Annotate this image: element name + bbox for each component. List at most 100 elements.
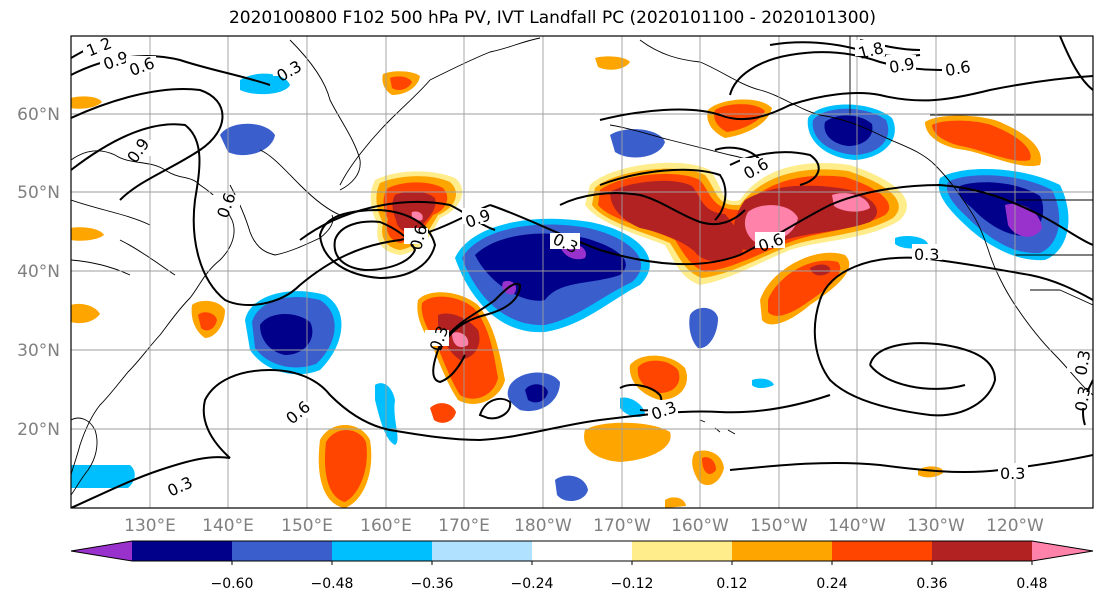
- map-plot-area: 1.2 0.9 0.6 0.3 0.9 0.6 0.6 0.9 0.3 0.6 …: [71, 36, 1094, 508]
- siberia-coastline: [289, 39, 361, 191]
- pv-anomaly-negative: [752, 378, 774, 388]
- colorbar: −0.60 −0.48 −0.36 −0.24 −0.12 0.12 0.24 0.36 0.4…: [70, 540, 1094, 592]
- contour-label: 0.3: [914, 245, 939, 264]
- bering-coastline: [429, 37, 541, 81]
- colorbar-swatch: [132, 541, 233, 561]
- longitude-labels: 130°E 140°E 150°E 160°E 170°E 180°W 170°…: [124, 516, 1044, 536]
- colorbar-swatch: [332, 541, 433, 561]
- ivt-contour: [71, 123, 491, 306]
- colorbar-outline: [70, 540, 1094, 562]
- pv-anomaly-positive: [71, 96, 102, 109]
- pv-anomaly-negative: [555, 475, 588, 502]
- colorbar-swatch: [532, 541, 633, 561]
- pv-anomaly-negative: [220, 123, 275, 156]
- ivt-contour: [729, 51, 971, 96]
- map-frame: [70, 35, 1094, 509]
- longitude-label: 150°W: [750, 516, 808, 536]
- pv-anomaly-positive: [584, 422, 671, 462]
- longitude-label: 140°E: [202, 516, 254, 536]
- longitude-label: 160°W: [671, 516, 729, 536]
- contour-label: 0.6: [944, 57, 972, 80]
- kurils-coastline: [259, 149, 341, 216]
- pv-anomaly-positive: [714, 104, 765, 132]
- pv-anomaly-negative: [620, 397, 645, 418]
- pv-anomaly-positive: [610, 180, 744, 261]
- ivt-contour: [559, 192, 746, 226]
- colorbar-tick-label: 0.36: [916, 576, 947, 592]
- pv-anomaly-positive: [390, 76, 412, 90]
- colorbar-swatch: [932, 541, 1033, 561]
- ivt-contour: [71, 456, 231, 508]
- ivt-contour: [478, 397, 512, 420]
- ivt-contour: [869, 364, 966, 390]
- pv-anomaly-positive: [198, 312, 217, 331]
- colorbar-tick-label: 0.24: [816, 576, 847, 592]
- colorbar-swatch: [632, 541, 733, 561]
- ivt-contour: [489, 183, 1093, 266]
- longitude-label: 130°W: [907, 516, 965, 536]
- pv-anomaly-positive: [702, 457, 716, 474]
- longitude-label: 170°W: [593, 516, 651, 536]
- longitude-label: 150°E: [281, 516, 333, 536]
- latitude-label: 30°N: [17, 341, 60, 361]
- colorbar-swatch: [732, 541, 833, 561]
- ivt-contour: [599, 75, 1093, 121]
- colorbar-tick-label: −0.24: [511, 576, 554, 592]
- pv-anomaly-negative: [260, 314, 313, 355]
- longitude-label: 170°E: [438, 516, 490, 536]
- longitude-label: 180°W: [514, 516, 572, 536]
- pv-anomaly-positive: [595, 56, 630, 70]
- colorbar-tick-label: −0.36: [411, 576, 454, 592]
- longitude-label: 160°E: [360, 516, 412, 536]
- ivt-contour: [714, 146, 761, 161]
- japan-coastline: [229, 184, 334, 256]
- latitude-label: 50°N: [17, 183, 60, 203]
- pv-anomaly-positive: [810, 264, 831, 276]
- ivt-contour: [729, 151, 820, 186]
- kamchatka-coastline: [339, 79, 431, 186]
- pv-anomaly-positive: [832, 193, 870, 212]
- ivt-contour: [599, 168, 727, 221]
- pv-anomaly-positive: [324, 430, 367, 502]
- colorbar-tick-label: 0.12: [716, 576, 747, 592]
- ivt-contour: [202, 368, 831, 459]
- philippines-coastline: [71, 417, 98, 496]
- colorbar-ticks: −0.60 −0.48 −0.36 −0.24 −0.12 0.12 0.24 0.36 0.4…: [211, 561, 1048, 592]
- ivt-contour: [318, 208, 437, 280]
- pv-anomaly-negative: [610, 129, 665, 158]
- pv-anomaly-positive: [71, 303, 100, 324]
- longitude-label: 140°W: [828, 516, 886, 536]
- ivt-contour: [819, 256, 1093, 301]
- asia-interior-borders: [71, 199, 176, 276]
- chart-title: 2020100800 F102 500 hPa PV, IVT Landfall…: [228, 8, 876, 28]
- colorbar-tick-label: −0.12: [611, 576, 654, 592]
- ivt-contour: [71, 54, 271, 86]
- contour-label: 0.3: [1071, 349, 1094, 377]
- latitude-label: 20°N: [17, 420, 60, 440]
- pv-anomaly-negative: [689, 307, 718, 349]
- longitude-label: 120°W: [986, 516, 1044, 536]
- ivt-contour: [729, 454, 1093, 474]
- colorbar-swatch: [432, 541, 533, 561]
- pv-anomaly-positive: [430, 403, 456, 423]
- colorbar-extend-min: [71, 541, 132, 561]
- colorbar-extend-max: [1032, 541, 1093, 561]
- ivt-contour: [1059, 36, 1093, 91]
- asia-coastline: [71, 150, 235, 476]
- colorbar-tick-label: −0.48: [311, 576, 354, 592]
- ivt-contour: [813, 299, 997, 417]
- map-gridlines: [71, 36, 1093, 508]
- latitude-label: 60°N: [17, 105, 60, 125]
- pv-anomaly-positive: [637, 360, 680, 393]
- colorbar-swatches: [71, 541, 1093, 561]
- pv-anomaly-positive: [71, 227, 104, 241]
- contour-label: 0.9: [888, 54, 916, 77]
- ivt-contour: [333, 220, 417, 272]
- latitude-label: 40°N: [17, 262, 60, 282]
- colorbar-swatch: [832, 541, 933, 561]
- longitude-label: 130°E: [124, 516, 176, 536]
- colorbar-swatch: [232, 541, 333, 561]
- ivt-contour: [432, 282, 522, 384]
- contour-label: 0.3: [1000, 464, 1025, 483]
- colorbar-tick-label: −0.60: [211, 576, 254, 592]
